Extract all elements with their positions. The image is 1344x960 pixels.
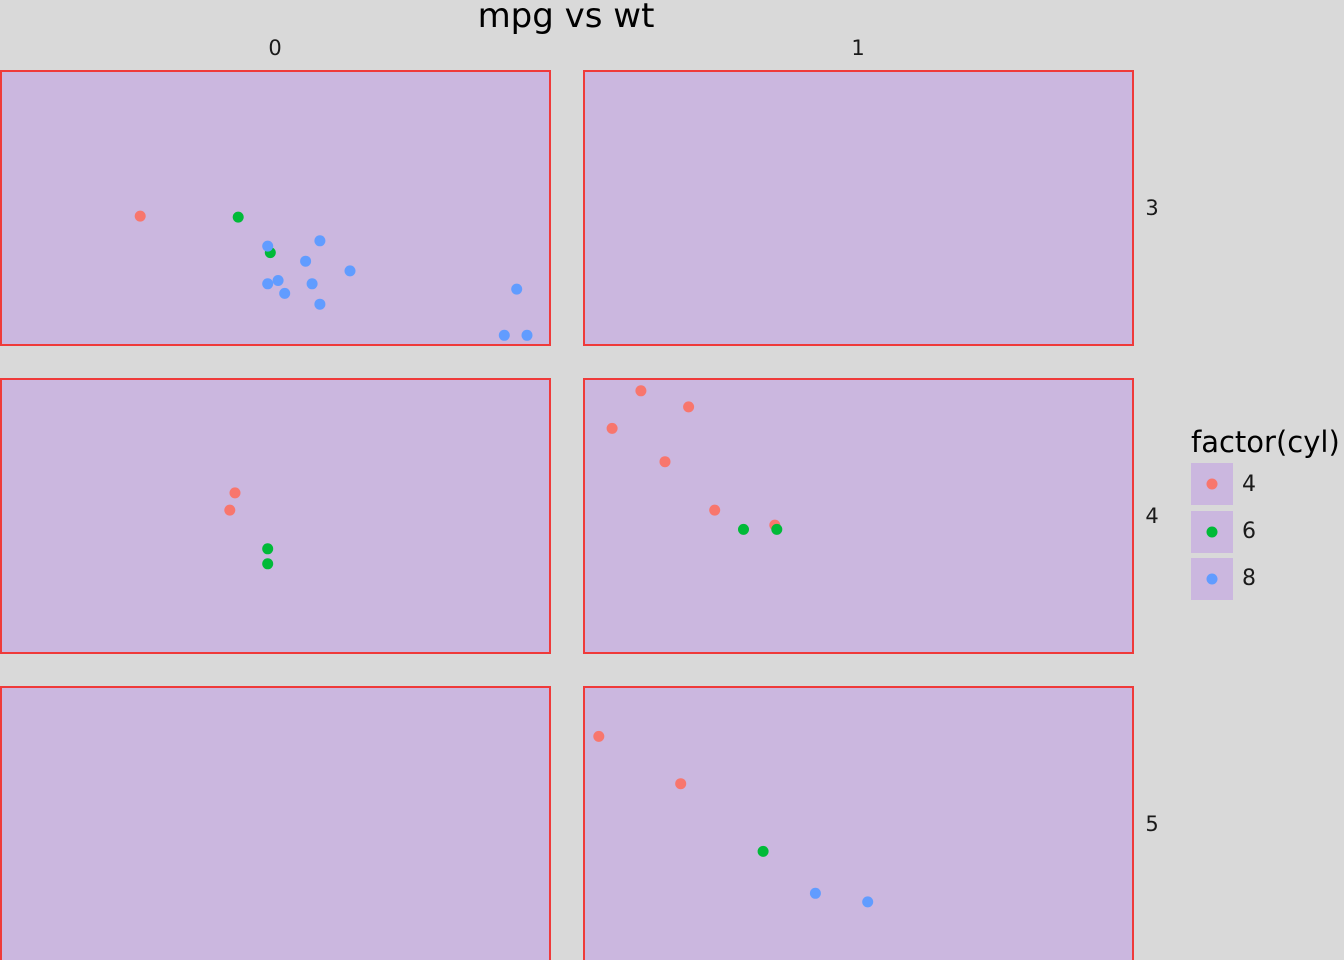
facet-panel-4-0	[0, 378, 551, 654]
data-point-6	[344, 265, 356, 277]
data-point-23	[709, 504, 721, 516]
data-point-8	[272, 275, 284, 286]
facet-panel-4-1	[583, 378, 1134, 654]
data-point-17	[262, 543, 274, 555]
data-point-18	[262, 558, 274, 570]
legend-label-4: 4	[1242, 472, 1256, 497]
legend-swatch-8	[1206, 573, 1218, 585]
data-point-29	[757, 845, 769, 857]
facet-row-label-5: 5	[1145, 812, 1158, 836]
data-point-19	[635, 385, 647, 397]
data-point-27	[593, 730, 605, 742]
legend-entry-8: 8	[1191, 558, 1256, 600]
facet-panel-3-1	[583, 70, 1134, 346]
data-point-12	[511, 283, 523, 295]
facet-panel-5-1	[583, 686, 1134, 960]
data-point-1	[232, 211, 244, 223]
data-point-15	[229, 487, 241, 499]
facet-row-label-3: 3	[1145, 196, 1158, 220]
legend-entry-6: 6	[1191, 511, 1256, 553]
data-point-9	[279, 287, 291, 299]
data-point-11	[314, 298, 326, 310]
data-point-0	[134, 210, 146, 222]
legend-label-8: 8	[1242, 566, 1256, 591]
data-points	[134, 210, 874, 908]
data-point-31	[862, 896, 874, 908]
legend-swatch-4	[1206, 478, 1218, 490]
data-point-14	[521, 329, 533, 341]
data-point-30	[809, 887, 821, 899]
facet-panel-5-0	[0, 686, 551, 960]
data-point-7	[262, 278, 274, 290]
data-point-3	[262, 240, 274, 252]
data-point-26	[771, 523, 783, 535]
data-point-28	[675, 778, 687, 790]
facet-panels	[0, 70, 1134, 960]
data-point-10	[306, 278, 318, 290]
data-point-5	[300, 255, 312, 267]
data-point-20	[683, 401, 695, 413]
data-point-21	[606, 422, 618, 434]
facet-col-label-1: 1	[851, 36, 864, 60]
legend-swatch-6	[1206, 526, 1218, 538]
facet-col-label-0: 0	[268, 36, 281, 60]
data-point-13	[498, 329, 510, 341]
legend-entry-4: 4	[1191, 463, 1256, 505]
data-point-4	[314, 235, 326, 247]
data-point-22	[659, 456, 671, 468]
legend-label-6: 6	[1242, 519, 1256, 544]
facet-row-label-4: 4	[1145, 504, 1158, 528]
facet-panel-3-0	[0, 70, 551, 346]
legend-title: factor(cyl)	[1191, 425, 1340, 459]
chart-title: mpg vs wt	[478, 0, 655, 36]
data-point-16	[224, 504, 236, 516]
data-point-25	[738, 523, 749, 535]
legend: factor(cyl) 4 6 8	[1191, 425, 1340, 600]
